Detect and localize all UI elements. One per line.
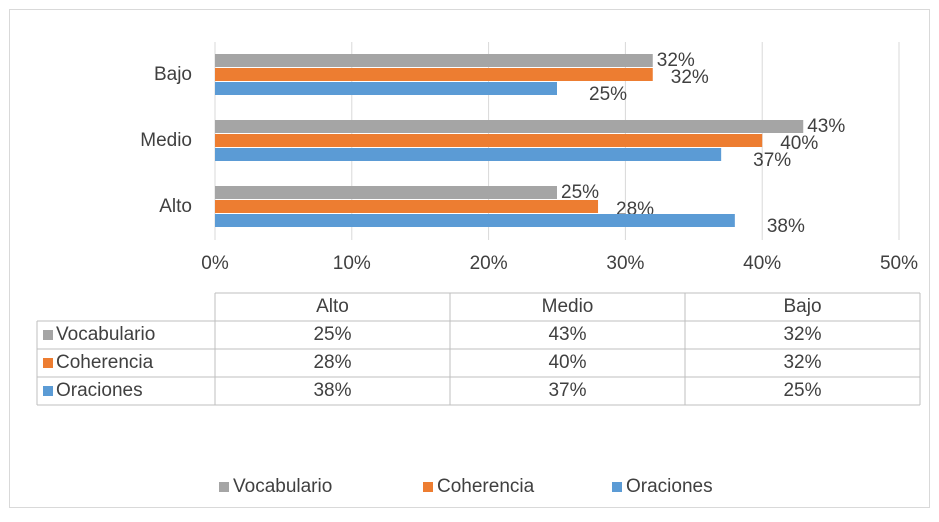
legend-label: Coherencia <box>437 476 535 497</box>
data-label: 40% <box>780 133 818 154</box>
data-label: 37% <box>753 150 791 171</box>
legend-key <box>612 482 622 492</box>
table-legend-key <box>43 358 53 368</box>
legend-label: Oraciones <box>626 476 713 497</box>
table-legend-key <box>43 330 53 340</box>
bar <box>215 54 653 67</box>
table-cell: 40% <box>548 352 586 373</box>
y-tick-label: Bajo <box>154 64 192 85</box>
y-tick-label: Medio <box>140 130 192 151</box>
legend-label: Vocabulario <box>233 476 332 497</box>
bar <box>215 120 804 133</box>
bar <box>215 148 722 161</box>
bar <box>215 200 599 213</box>
table-cell: 28% <box>313 352 351 373</box>
x-tick-label: 0% <box>201 253 229 274</box>
data-label: 32% <box>657 50 695 71</box>
table-cell: 37% <box>548 380 586 401</box>
x-tick-label: 10% <box>333 253 371 274</box>
legend-key <box>423 482 433 492</box>
table-cell: 32% <box>783 324 821 345</box>
bar <box>215 82 557 95</box>
x-tick-label: 50% <box>880 253 918 274</box>
table-row-label: Coherencia <box>56 352 154 373</box>
data-label: 43% <box>807 116 845 137</box>
x-tick-label: 40% <box>743 253 781 274</box>
table-header: Bajo <box>783 296 821 317</box>
y-tick-label: Alto <box>159 196 192 217</box>
data-label: 25% <box>561 182 599 203</box>
bar <box>215 214 735 227</box>
table-cell: 32% <box>783 352 821 373</box>
table-header: Alto <box>316 296 349 317</box>
table-legend-key <box>43 386 53 396</box>
x-tick-label: 30% <box>606 253 644 274</box>
data-label: 38% <box>767 216 805 237</box>
x-tick-label: 20% <box>470 253 508 274</box>
data-label: 25% <box>589 84 627 105</box>
data-label: 32% <box>671 67 709 88</box>
table-cell: 38% <box>313 380 351 401</box>
table-cell: 43% <box>548 324 586 345</box>
bar <box>215 186 557 199</box>
table-row-label: Vocabulario <box>56 324 155 345</box>
bar <box>215 134 763 147</box>
legend-key <box>219 482 229 492</box>
table-cell: 25% <box>783 380 821 401</box>
bar <box>215 68 653 81</box>
table-row-label: Oraciones <box>56 380 143 401</box>
table-header: Medio <box>542 296 594 317</box>
table-cell: 25% <box>313 324 351 345</box>
